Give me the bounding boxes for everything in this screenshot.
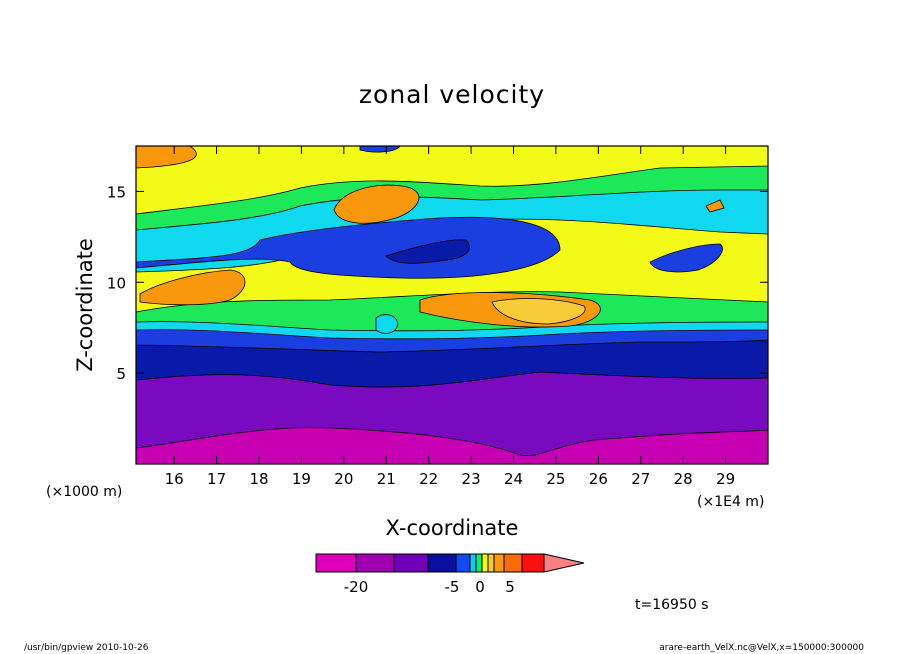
x-tick-label: 22 (419, 470, 438, 488)
colorbar-segment (355, 553, 395, 573)
contour-orange-b (139, 269, 246, 306)
colorbar-arrow (543, 553, 585, 573)
x-tick-label: 29 (716, 470, 735, 488)
plot-area (136, 146, 768, 464)
colorbar-tick-label: 5 (505, 578, 515, 596)
chart-title: zonal velocity (359, 80, 545, 109)
colorbar: -20 -5 0 5 (315, 553, 585, 596)
x-tick-label: 25 (546, 470, 565, 488)
x-tick-label: 18 (249, 470, 268, 488)
x-axis: 16 17 18 19 20 21 22 23 24 25 26 27 28 29 (165, 146, 735, 488)
x-tick-label: 16 (165, 470, 184, 488)
contour-top-orange-a (136, 146, 197, 169)
x-unit-right: (×1E4 m) (697, 494, 764, 510)
colorbar-segment (427, 553, 457, 573)
y-axis: 5 10 15 (107, 183, 768, 383)
contour-orange-d (491, 298, 586, 325)
contour-orange-a (333, 184, 420, 224)
x-tick-label: 28 (674, 470, 693, 488)
footer-right: arare-earth_VelX.nc@VelX,x=150000:300000 (659, 643, 864, 653)
x-tick-label: 27 (631, 470, 650, 488)
plot-frame (135, 145, 769, 465)
colorbar-segment (493, 553, 505, 573)
contour-upper-blue (136, 216, 561, 279)
y-tick-label: 15 (107, 183, 126, 201)
colorbar-segment (481, 553, 489, 573)
colorbar-segment (455, 553, 471, 573)
colorbar-segment (469, 553, 477, 573)
x-unit-left: (×1000 m) (46, 484, 122, 500)
x-tick-label: 20 (334, 470, 353, 488)
contour-right-blue (649, 243, 723, 273)
colorbar-segment (475, 553, 483, 573)
colorbar-segment (503, 553, 523, 573)
x-tick-label: 21 (377, 470, 396, 488)
x-axis-title: X-coordinate (386, 516, 519, 540)
y-axis-title: Z-coordinate (73, 238, 97, 372)
colorbar-tick-label: -20 (344, 578, 369, 596)
colorbar-tick-label: -5 (445, 578, 460, 596)
contour-top-yellow (136, 146, 768, 215)
footer-left: /usr/bin/gpview 2010-10-26 (24, 643, 149, 653)
x-tick-label: 26 (589, 470, 608, 488)
colorbar-segment (521, 553, 545, 573)
x-tick-label: 23 (462, 470, 481, 488)
colorbar-segment (487, 553, 495, 573)
contour-cyan-pocket (375, 314, 399, 334)
y-tick-label: 10 (107, 274, 126, 292)
x-tick-label: 17 (207, 470, 226, 488)
x-tick-label: 19 (292, 470, 311, 488)
time-label: t=16950 s (635, 597, 709, 613)
x-tick-label: 24 (504, 470, 523, 488)
contour-small-orange (705, 199, 725, 213)
colorbar-segment (315, 553, 357, 573)
y-tick-label: 5 (116, 365, 126, 383)
colorbar-segment (393, 553, 429, 573)
colorbar-tick-label: 0 (475, 578, 485, 596)
contour-navy-blob (385, 239, 470, 264)
